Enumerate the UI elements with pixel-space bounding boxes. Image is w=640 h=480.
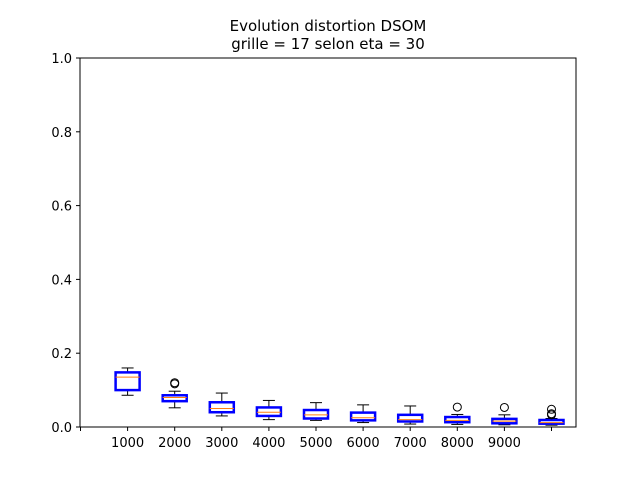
- chart-subtitle: grille = 17 selon eta = 30: [231, 35, 425, 53]
- x-tick-label: 8000: [441, 436, 474, 451]
- outlier-point: [547, 409, 556, 419]
- box: [255, 406, 283, 418]
- x-tick-label: 6000: [347, 436, 380, 451]
- x-tick-label: 9000: [488, 436, 521, 451]
- box: [302, 408, 330, 420]
- outlier-point: [547, 404, 556, 414]
- y-tick-label: 0.2: [51, 347, 72, 362]
- box: [396, 413, 424, 423]
- x-tick-label: 4000: [252, 436, 285, 451]
- box: [208, 401, 236, 414]
- y-tick-label: 0.4: [51, 273, 72, 288]
- outlier-point: [452, 402, 462, 412]
- outlier-point: [170, 378, 180, 388]
- box: [349, 411, 377, 422]
- plot-area: 0.0 0.2 0.4 0.6 0.8 1.0 1000 2000 3000 4000 5000 60…: [51, 52, 577, 451]
- axes-frame: [79, 57, 577, 428]
- box: [444, 415, 471, 424]
- box: [538, 418, 565, 425]
- x-tick-label: 7000: [394, 436, 427, 451]
- x-tick-label: 3000: [205, 436, 238, 451]
- x-tick-label: 2000: [158, 436, 191, 451]
- box: [161, 394, 188, 403]
- y-tick-label: 1.0: [51, 52, 72, 67]
- box: [114, 371, 141, 392]
- y-tick-label: 0.8: [51, 126, 72, 141]
- chart-title: Evolution distortion DSOM: [230, 17, 427, 35]
- x-tick-label: 1000: [111, 436, 144, 451]
- y-tick-label: 0.0: [51, 421, 72, 436]
- x-tick-label: 5000: [299, 436, 332, 451]
- outlier-point: [499, 402, 509, 412]
- y-tick-label: 0.6: [51, 200, 72, 215]
